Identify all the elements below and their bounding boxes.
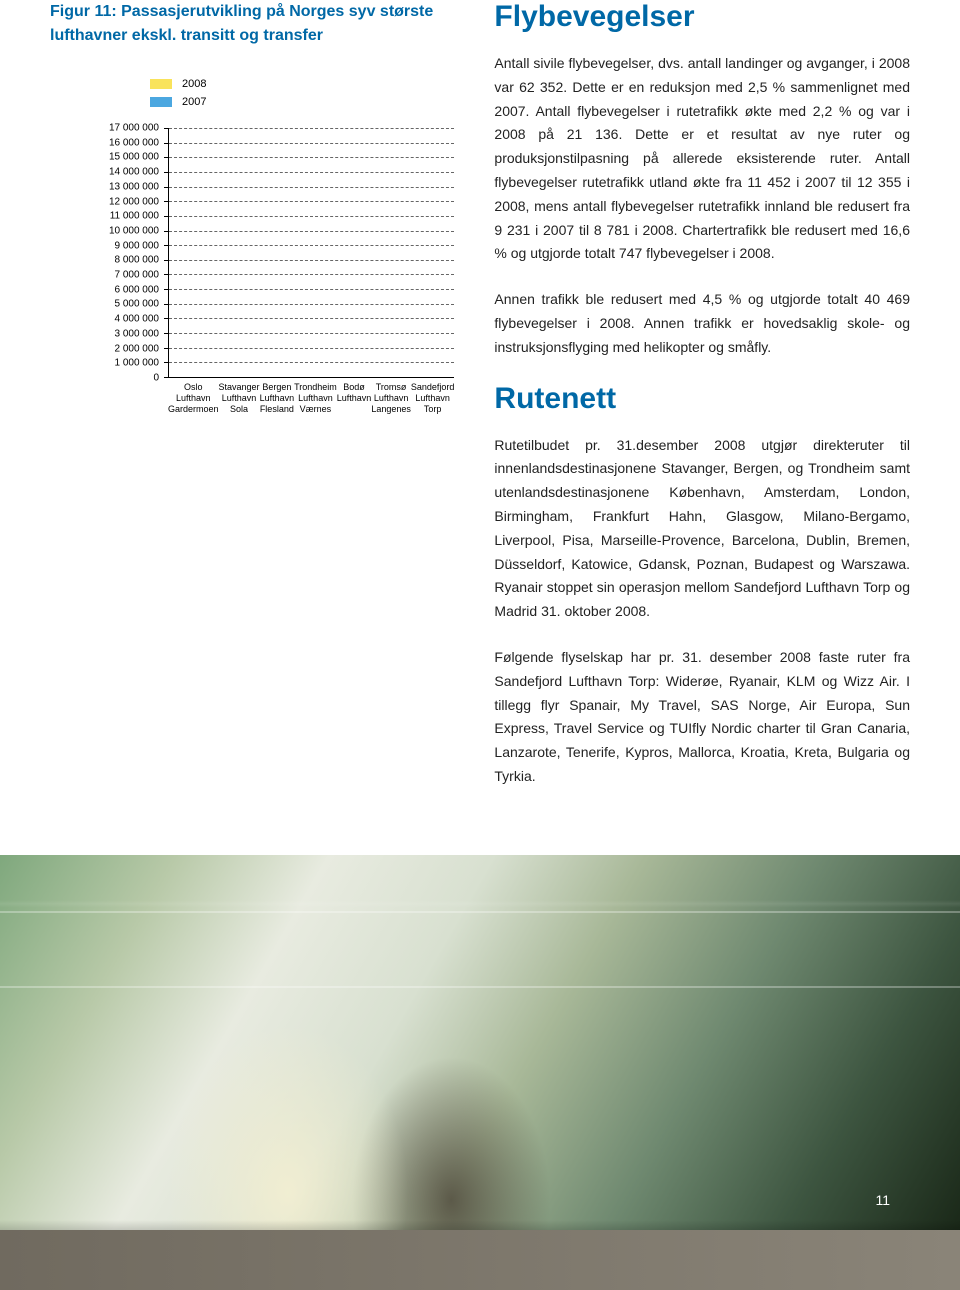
chart-legend: 2008 2007 <box>150 78 454 108</box>
y-tick-label: 15 000 000 <box>109 152 159 163</box>
grid-line <box>169 216 454 217</box>
grid-line <box>169 362 454 363</box>
grid-line <box>169 201 454 202</box>
grid-line <box>169 157 454 158</box>
grid-line <box>169 318 454 319</box>
x-tick-label: BergenLufthavnFlesland <box>260 382 295 414</box>
x-tick-label: BodøLufthavn <box>337 382 372 414</box>
bars-container <box>169 128 454 377</box>
y-tick-label: 6 000 000 <box>115 284 160 295</box>
y-tick-label: 7 000 000 <box>115 270 160 281</box>
legend-swatch-2008 <box>150 79 172 89</box>
grid-line <box>169 348 454 349</box>
grid-line <box>169 245 454 246</box>
footer-gradient <box>0 1220 960 1230</box>
section-heading-rutenett: Rutenett <box>494 382 910 416</box>
section-heading-flybevegelser: Flybevegelser <box>494 0 910 34</box>
y-tick-label: 17 000 000 <box>109 123 159 134</box>
y-tick-label: 9 000 000 <box>115 240 160 251</box>
legend-swatch-2007 <box>150 97 172 107</box>
footer-bar <box>0 1230 960 1290</box>
decorative-photo <box>0 855 960 1230</box>
y-tick-label: 4 000 000 <box>115 314 160 325</box>
legend-item: 2008 <box>150 78 454 90</box>
grid-line <box>169 172 454 173</box>
y-tick-label: 5 000 000 <box>115 299 160 310</box>
x-tick-label: TrondheimLufthavnVærnes <box>294 382 337 414</box>
page-number: 11 <box>875 1192 890 1208</box>
grid-line <box>169 143 454 144</box>
y-tick-label: 8 000 000 <box>115 255 160 266</box>
y-tick-label: 11 000 000 <box>110 211 159 222</box>
grid-line <box>169 274 454 275</box>
x-tick-label: OsloLufthavnGardermoen <box>168 382 219 414</box>
paragraph: Følgende flyselskap har pr. 31. desember… <box>494 646 910 789</box>
y-tick-label: 10 000 000 <box>109 225 159 236</box>
grid-line <box>169 231 454 232</box>
x-tick-label: StavangerLufthavnSola <box>219 382 260 414</box>
x-tick-label: TromsøLufthavnLangenes <box>371 382 411 414</box>
y-tick-label: 0 <box>153 373 159 384</box>
y-tick-label: 16 000 000 <box>109 137 159 148</box>
y-axis: 17 000 00016 000 00015 000 00014 000 000… <box>50 128 165 378</box>
legend-label: 2007 <box>182 96 206 108</box>
y-tick-label: 13 000 000 <box>109 181 159 192</box>
x-axis-labels: OsloLufthavnGardermoenStavangerLufthavnS… <box>168 382 454 414</box>
paragraph: Annen trafikk ble redusert med 4,5 % og … <box>494 288 910 359</box>
grid-line <box>169 289 454 290</box>
y-tick-label: 12 000 000 <box>109 196 159 207</box>
y-tick-label: 2 000 000 <box>115 343 160 354</box>
grid-line <box>169 304 454 305</box>
y-tick-label: 14 000 000 <box>109 167 159 178</box>
grid-line <box>169 187 454 188</box>
grid-line <box>169 128 454 129</box>
plot-area <box>168 128 454 378</box>
paragraph: Antall sivile flybevegelser, dvs. antall… <box>494 52 910 266</box>
legend-label: 2008 <box>182 78 206 90</box>
x-tick-label: SandefjordLufthavnTorp <box>411 382 455 414</box>
chart-title: Figur 11: Passasjerutvikling på Norges s… <box>50 0 454 48</box>
grid-line <box>169 333 454 334</box>
y-tick-label: 3 000 000 <box>115 328 160 339</box>
bar-chart: 17 000 00016 000 00015 000 00014 000 000… <box>50 128 454 378</box>
legend-item: 2007 <box>150 96 454 108</box>
paragraph: Rutetilbudet pr. 31.desember 2008 utgjør… <box>494 434 910 624</box>
y-tick-label: 1 000 000 <box>115 358 160 369</box>
grid-line <box>169 260 454 261</box>
